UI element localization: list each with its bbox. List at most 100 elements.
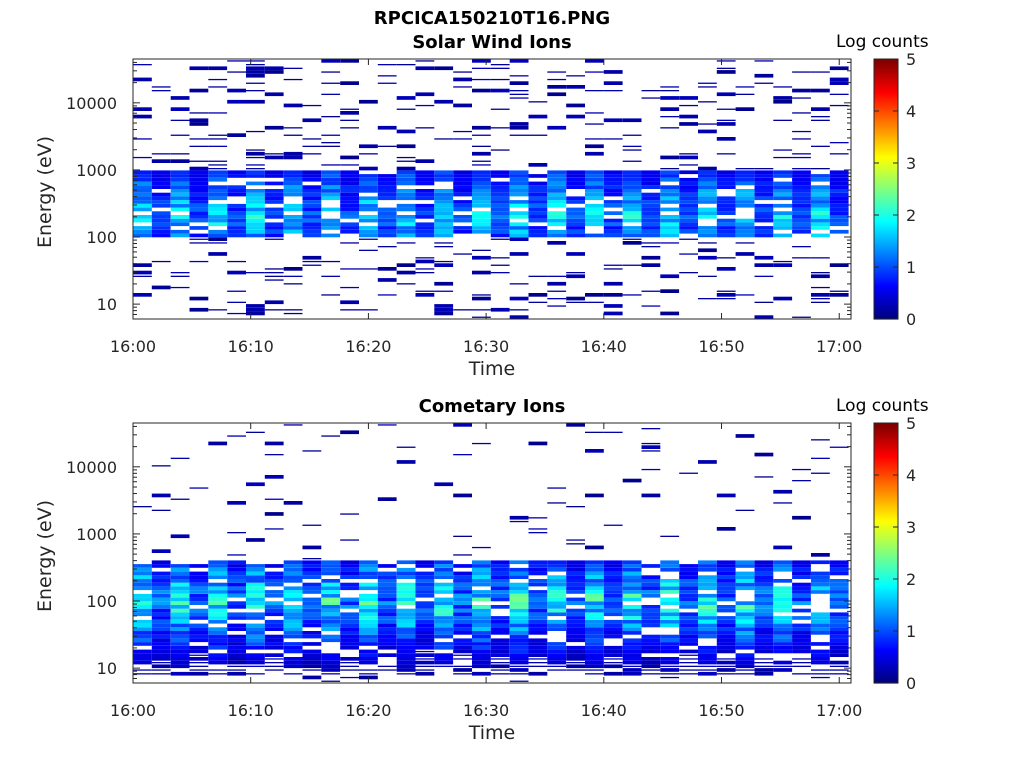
spectrogram-cell <box>472 151 491 156</box>
spectrogram-cell <box>603 658 623 660</box>
spectrogram-cell <box>698 564 717 568</box>
spectrogram-cell <box>735 229 755 234</box>
spectrogram-cell <box>396 203 416 208</box>
spectrogram-cell <box>472 664 491 669</box>
spectrogram-cell <box>698 177 717 182</box>
x-tick-label: 16:30 <box>463 337 509 356</box>
spectrogram-cell <box>679 579 698 583</box>
spectrogram-cell <box>754 229 774 234</box>
spectrogram-cell <box>811 177 830 182</box>
spectrogram-cell <box>735 226 755 230</box>
spectrogram-cell <box>434 567 454 572</box>
spectrogram-cell <box>359 601 378 605</box>
spectrogram-cell <box>679 104 698 107</box>
spectrogram-cell <box>754 593 774 598</box>
spectrogram-cell <box>716 185 736 189</box>
spectrogram-cell <box>302 669 322 671</box>
spectrogram-cell <box>679 200 698 204</box>
spectrogram-cell <box>434 616 454 620</box>
spectrogram-cell <box>735 638 755 643</box>
spectrogram-cell <box>603 264 623 266</box>
spectrogram-cell <box>811 623 830 628</box>
spectrogram-cell <box>302 560 322 565</box>
spectrogram-cell <box>716 605 736 609</box>
spectrogram-cell <box>170 218 190 223</box>
colorbar-segment <box>874 609 898 612</box>
spectrogram-cell <box>434 211 454 215</box>
spectrogram-cell <box>811 439 830 441</box>
spectrogram-cell <box>490 264 510 266</box>
spectrogram-cell <box>415 665 435 667</box>
spectrogram-cell <box>735 653 755 657</box>
spectrogram-cell <box>735 168 755 170</box>
spectrogram-cell <box>472 160 491 162</box>
spectrogram-cell <box>603 192 623 197</box>
spectrogram-cell <box>585 638 604 643</box>
colorbar-segment <box>874 535 898 538</box>
spectrogram-cell <box>735 434 755 438</box>
spectrogram-cell <box>829 66 849 71</box>
spectrogram-cell <box>472 564 491 568</box>
spectrogram-cell <box>716 267 736 271</box>
spectrogram-cell <box>434 653 454 657</box>
spectrogram-cell <box>660 170 680 175</box>
spectrogram-cell <box>246 304 265 308</box>
spectrogram-cell <box>679 597 698 602</box>
colorbar-segment <box>874 83 898 86</box>
colorbar-segment <box>874 507 898 510</box>
spectrogram-cell <box>472 255 491 260</box>
spectrogram-cell <box>472 582 491 587</box>
spectrogram-cell <box>472 619 491 624</box>
spectrogram-cell <box>754 203 774 208</box>
spectrogram-cell <box>264 564 284 568</box>
spectrogram-cell <box>302 564 322 568</box>
spectrogram-cell <box>585 301 604 303</box>
spectrogram-cell <box>566 564 585 568</box>
colorbar-tick-label: 1 <box>906 258 916 277</box>
spectrogram-cell <box>377 642 397 646</box>
spectrogram-cell <box>735 642 755 646</box>
spectrogram-cell <box>773 181 793 186</box>
spectrogram-cell <box>490 649 510 654</box>
spectrogram-cell <box>453 665 472 667</box>
spectrogram-cell <box>622 207 642 212</box>
spectrogram-cell <box>754 82 774 84</box>
spectrogram-cell <box>283 283 303 285</box>
spectrogram-cell <box>735 605 755 609</box>
spectrogram-cell <box>434 229 454 234</box>
spectrogram-cell <box>359 185 378 189</box>
spectrogram-cell <box>321 638 341 643</box>
spectrogram-cell <box>415 634 435 639</box>
spectrogram-cell <box>227 616 246 620</box>
spectrogram-cell <box>340 309 359 311</box>
spectrogram-cell <box>151 260 171 263</box>
spectrogram-cell <box>264 229 284 234</box>
spectrogram-cell <box>829 665 849 667</box>
spectrogram-cell <box>453 192 472 197</box>
spectrogram-cell <box>208 134 228 136</box>
colorbar-segment <box>874 629 898 632</box>
spectrogram-cell <box>528 181 548 186</box>
spectrogram-cell <box>472 590 491 594</box>
spectrogram-cell <box>792 575 811 579</box>
spectrogram-cell <box>189 627 209 631</box>
spectrogram-cell <box>359 215 378 219</box>
spectrogram-cell <box>189 211 209 215</box>
spectrogram-cell <box>377 75 397 77</box>
spectrogram-cell <box>189 196 209 201</box>
spectrogram-cell <box>792 207 811 212</box>
spectrogram-cell <box>660 657 680 661</box>
colorbar-segment <box>874 255 898 258</box>
spectrogram-cell <box>170 605 190 609</box>
spectrogram-cell <box>264 300 284 305</box>
spectrogram-cell <box>472 616 491 620</box>
spectrogram-cell <box>321 93 341 95</box>
spectrogram-cell <box>679 155 698 160</box>
spectrogram-cell <box>829 560 849 565</box>
spectrogram-cell <box>434 586 454 591</box>
spectrogram-cell <box>133 605 152 609</box>
spectrogram-cell <box>321 593 341 598</box>
spectrogram-cell <box>377 125 397 130</box>
colorbar-segment <box>874 121 898 124</box>
spectrogram-cell <box>603 293 623 297</box>
